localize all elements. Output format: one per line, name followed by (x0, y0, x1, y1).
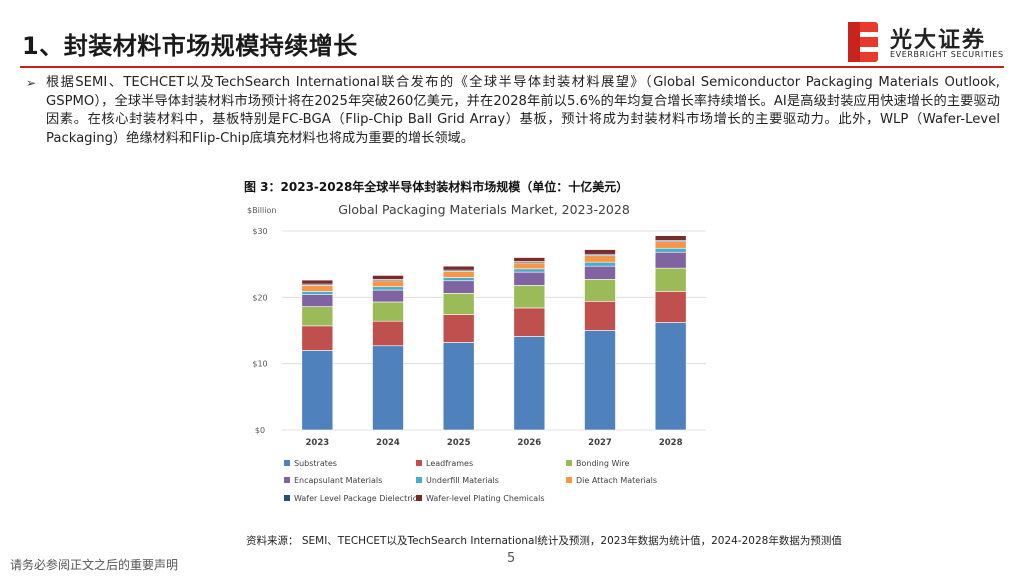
bar-segment-bonding-wire-2028 (654, 267, 687, 292)
bar-segment-underfill-materials-2023 (301, 291, 334, 295)
logo-text-en: EVERBRIGHT SECURITIES (890, 50, 1004, 59)
bar-segment-leadframes-2027 (584, 301, 616, 331)
disclaimer-text: 请务必参阅正文之后的重要声明 (10, 558, 179, 572)
bar-segment-underfill-materials-2027 (584, 261, 616, 267)
logo-text-cn: 光大证券 (890, 28, 987, 53)
x-tick-label: 2026 (517, 438, 541, 448)
bar-segment-substrates-2027 (584, 330, 616, 431)
figure-caption: 图 3：2023-2028年全球半导体封装材料市场规模（单位：十亿美元） (244, 180, 629, 194)
bar-segment-encapsulant-materials-2024 (372, 289, 404, 303)
chart-container: Global Packaging Materials Market, 2023-… (244, 196, 716, 518)
legend-label: Die Attach Materials (576, 476, 657, 485)
bar-segment-wafer-level-plating-chemicals-2028 (654, 235, 687, 241)
bar-segment-wafer-level-plating-chemicals-2027 (584, 249, 616, 255)
bar-segment-bonding-wire-2027 (584, 279, 616, 302)
legend-swatch (416, 477, 422, 483)
legend-label: Wafer Level Package Dielectrics (294, 494, 421, 503)
bar-segment-encapsulant-materials-2023 (301, 294, 334, 307)
bar-segment-underfill-materials-2024 (372, 286, 404, 291)
x-tick-label: 2028 (659, 438, 683, 448)
bar-segment-encapsulant-materials-2027 (584, 265, 616, 280)
legend-label: Substrates (294, 459, 337, 468)
bar-segment-encapsulant-materials-2025 (442, 280, 475, 294)
bar-segment-substrates-2025 (442, 342, 475, 431)
bar-segment-die-attach-materials-2025 (442, 271, 475, 278)
bar-segment-leadframes-2025 (442, 314, 475, 343)
legend-label: Wafer-level Plating Chemicals (426, 494, 545, 503)
bar-segment-leadframes-2026 (513, 307, 546, 337)
bar-segment-substrates-2024 (372, 345, 404, 431)
x-tick-label: 2024 (376, 438, 400, 448)
bar-segment-wafer-level-plating-chemicals-2025 (442, 265, 475, 271)
x-tick-label: 2025 (447, 438, 471, 448)
bar-segment-die-attach-materials-2026 (513, 262, 546, 270)
bar-segment-encapsulant-materials-2026 (513, 271, 546, 286)
bar-segment-underfill-materials-2025 (442, 277, 475, 282)
legend-swatch (284, 495, 290, 501)
bullet-text: 根据SEMI、TECHCET以及TechSearch International… (46, 75, 1000, 146)
x-tick-label: 2023 (305, 438, 329, 448)
bar-segment-substrates-2028 (654, 322, 687, 431)
legend-swatch (566, 460, 572, 466)
y-tick-label: $10 (252, 360, 267, 369)
legend-swatch (284, 460, 290, 466)
figure-source: 资料来源： SEMI、TECHCET以及TechSearch Internati… (246, 535, 842, 547)
legend-label: Bonding Wire (576, 459, 630, 468)
bar-segment-bonding-wire-2024 (372, 301, 404, 322)
company-logo: 光大证券 EVERBRIGHT SECURITIES (846, 20, 1016, 66)
chart-title: Global Packaging Materials Market, 2023-… (338, 202, 630, 217)
legend-swatch (416, 495, 422, 501)
bar-segment-die-attach-materials-2024 (372, 280, 404, 288)
bar-segment-encapsulant-materials-2028 (654, 251, 687, 269)
header-divider (20, 66, 1004, 68)
bar-segment-die-attach-materials-2028 (654, 241, 687, 249)
bullet-paragraph: ➢ 根据SEMI、TECHCET以及TechSearch Internation… (26, 74, 1000, 148)
y-tick-label: $30 (252, 227, 267, 236)
bar-segment-wafer-level-plating-chemicals-2023 (301, 279, 334, 285)
legend-swatch (566, 477, 572, 483)
bar-segment-bonding-wire-2025 (442, 293, 475, 315)
y-tick-label: $20 (252, 293, 267, 302)
legend-label: Underfill Materials (426, 476, 499, 485)
bar-segment-leadframes-2028 (654, 291, 687, 323)
chart-ylabel: $Billion (247, 206, 276, 215)
bar-segment-wafer-level-plating-chemicals-2026 (513, 257, 546, 262)
x-tick-label: 2027 (588, 438, 612, 448)
page-title: 1、封装材料市场规模持续增长 (22, 32, 358, 60)
y-tick-label: $0 (255, 426, 265, 435)
bar-segment-die-attach-materials-2027 (584, 255, 616, 263)
bar-segment-wafer-level-plating-chemicals-2024 (372, 275, 404, 280)
bar-segment-underfill-materials-2028 (654, 247, 687, 253)
bar-segment-underfill-materials-2026 (513, 268, 546, 273)
page-number: 5 (507, 551, 516, 566)
bar-segment-substrates-2023 (301, 350, 334, 431)
bar-segment-bonding-wire-2026 (513, 285, 546, 309)
legend-label: Leadframes (426, 459, 473, 468)
legend-swatch (416, 460, 422, 466)
bullet-arrow-icon: ➢ (26, 76, 37, 90)
logo-mark-icon (848, 22, 880, 62)
bar-segment-bonding-wire-2023 (301, 306, 334, 327)
bar-segment-substrates-2026 (513, 336, 546, 431)
bar-segment-leadframes-2024 (372, 320, 404, 347)
legend-swatch (284, 477, 290, 483)
legend-label: Encapsulant Materials (294, 476, 382, 485)
bar-segment-leadframes-2023 (301, 325, 334, 351)
bar-segment-die-attach-materials-2023 (301, 285, 334, 292)
stacked-bar-chart: Global Packaging Materials Market, 2023-… (247, 202, 706, 503)
